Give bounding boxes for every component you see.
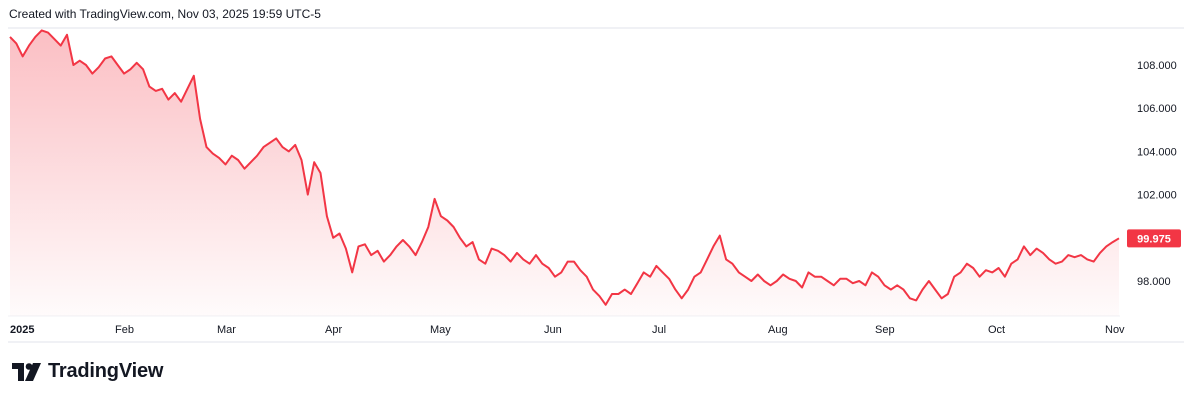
time-tick-label: Feb: [115, 324, 134, 336]
time-tick-label: Jun: [544, 324, 562, 336]
time-tick-label: Jul: [652, 324, 666, 336]
time-axis: 2025 Feb Mar Apr May Jun Jul Aug Sep Oct Nov: [10, 324, 1125, 336]
brand-name: TradingView: [48, 360, 164, 382]
price-area-fill: [10, 30, 1119, 317]
price-tick-label: 102.000: [1137, 190, 1177, 202]
time-tick-label: May: [430, 324, 451, 336]
time-tick-label: 2025: [10, 324, 34, 336]
time-tick-label: Nov: [1105, 324, 1125, 336]
time-tick-label: Apr: [325, 324, 342, 336]
time-tick-label: Mar: [217, 324, 236, 336]
time-tick-label: Oct: [988, 324, 1005, 336]
price-tick-label: 98.000: [1137, 276, 1171, 288]
price-tick-label: 108.000: [1137, 60, 1177, 72]
price-chart[interactable]: 108.000 106.000 104.000 102.000 98.000 2025 F…: [0, 0, 1200, 345]
last-price-badge-bg: [1127, 229, 1181, 248]
time-tick-label: Sep: [875, 324, 895, 336]
last-price-value: 99.975: [1137, 233, 1171, 245]
chart-credit: Created with TradingView.com, Nov 03, 20…: [9, 7, 321, 21]
brand-footer: TradingView: [12, 360, 163, 383]
price-axis: 108.000 106.000 104.000 102.000 98.000: [1137, 60, 1177, 288]
time-tick-label: Aug: [768, 324, 788, 336]
price-line: [9, 29, 1120, 306]
last-price-badge: 99.975: [1127, 229, 1181, 248]
price-tick-label: 104.000: [1137, 146, 1177, 158]
price-tick-label: 106.000: [1137, 103, 1177, 115]
tradingview-logo-icon: [12, 362, 41, 381]
